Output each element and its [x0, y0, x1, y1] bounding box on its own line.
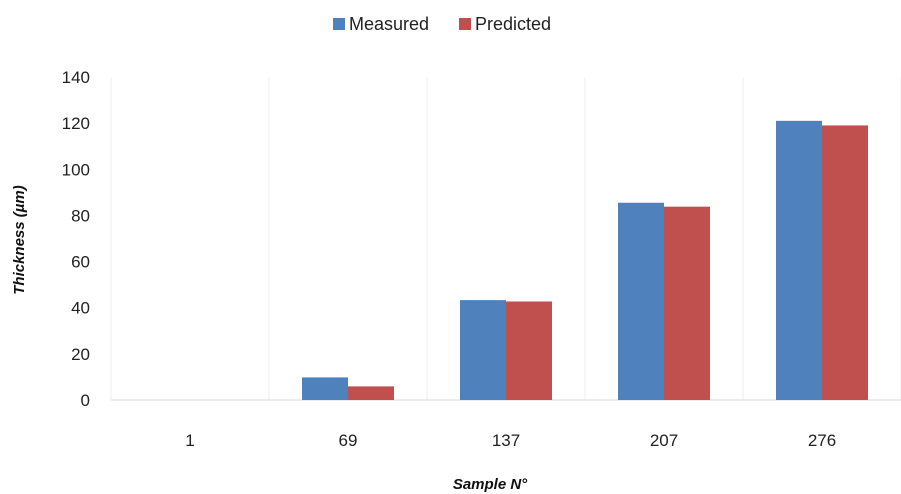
legend-label-predicted: Predicted: [475, 14, 551, 34]
x-tick-label: 276: [808, 431, 836, 450]
bar-measured-207: [618, 202, 664, 400]
legend-swatch-measured: [333, 18, 345, 30]
bar-predicted-276: [822, 125, 868, 400]
legend: Measured Predicted: [333, 14, 551, 34]
legend-swatch-predicted: [459, 18, 471, 30]
bar-measured-276: [776, 120, 822, 400]
gridlines: [110, 77, 901, 400]
y-axis-title: Thickness (µm): [11, 185, 28, 295]
x-axis-ticks: 1 69 137 207 276: [185, 431, 836, 450]
y-tick-label: 40: [71, 299, 90, 318]
y-axis-ticks: 0 20 40 60 80 100 120 140: [62, 68, 90, 410]
x-tick-label: 1: [185, 431, 194, 450]
y-tick-label: 120: [62, 114, 90, 133]
bars: [302, 120, 868, 400]
y-tick-label: 0: [81, 391, 90, 410]
y-tick-label: 60: [71, 253, 90, 272]
y-tick-label: 20: [71, 345, 90, 364]
x-tick-label: 137: [492, 431, 520, 450]
bar-predicted-207: [664, 206, 710, 400]
bar-measured-69: [302, 377, 348, 400]
bar-predicted-137: [506, 301, 552, 400]
x-tick-label: 207: [650, 431, 678, 450]
y-tick-label: 100: [62, 160, 90, 179]
bar-measured-137: [460, 300, 506, 400]
y-tick-label: 140: [62, 68, 90, 87]
x-axis-title: Sample N°: [453, 476, 528, 493]
legend-label-measured: Measured: [349, 14, 429, 34]
y-tick-label: 80: [71, 206, 90, 225]
x-tick-label: 69: [339, 431, 358, 450]
bar-predicted-69: [348, 386, 394, 400]
